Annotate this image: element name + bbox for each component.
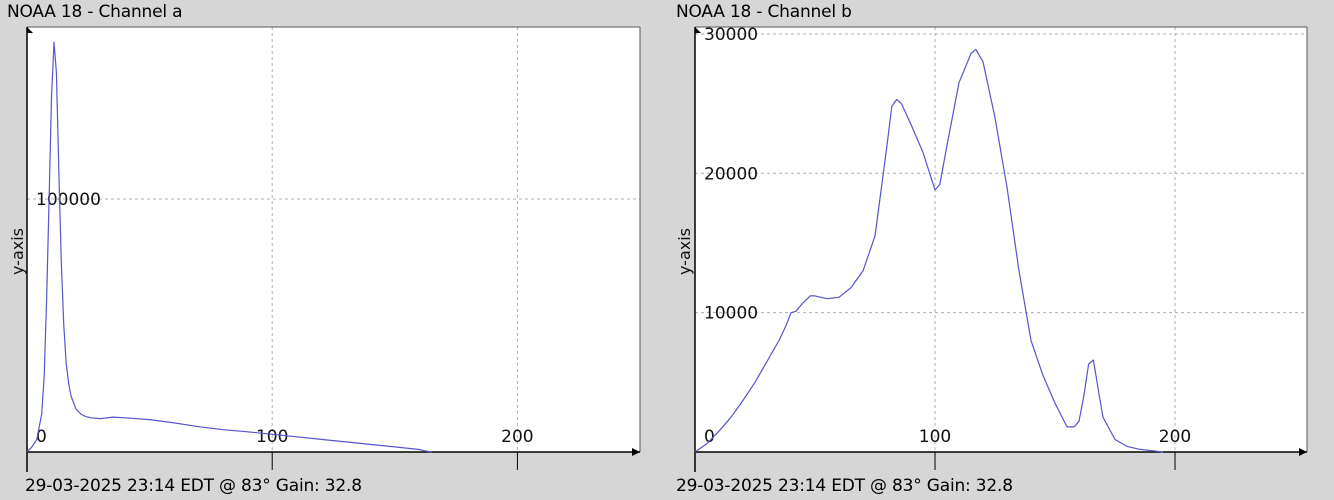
chart-a-x-arrow-icon (632, 448, 640, 456)
chart-b-xtick-label-0: 0 (704, 427, 715, 447)
chart-b-plot-area (695, 27, 1307, 452)
chart-b-series-line-0 (694, 48, 1164, 453)
chart-b-footer: 29-03-2025 23:14 EDT @ 83° Gain: 32.8 (676, 476, 1013, 496)
chart-a-ylabel: y-axis (8, 228, 27, 275)
chart-a-xtick-label-200: 200 (501, 427, 533, 447)
chart-a-y-arrow-icon (27, 27, 33, 33)
chart-b-ytick-label-30000: 30000 (704, 25, 758, 45)
chart-b-y-arrow-icon (695, 27, 701, 33)
chart-a-series-line-0 (26, 41, 432, 453)
chart-b-ylabel: y-axis (675, 228, 694, 275)
chart-b-group: 0 100 200 10000 20000 30000 y-axis (675, 25, 1308, 472)
chart-b-title: NOAA 18 - Channel b (676, 2, 852, 22)
chart-a-ytick-label-100000: 100000 (36, 190, 101, 210)
chart-a-xtick-label-0: 0 (36, 427, 47, 447)
chart-a-xtick-label-100: 100 (256, 427, 288, 447)
chart-a-footer: 29-03-2025 23:14 EDT @ 83° Gain: 32.8 (25, 476, 362, 496)
chart-a-plot-area (27, 27, 640, 452)
chart-b-x-arrow-icon (1299, 448, 1307, 456)
chart-b-xtick-label-200: 200 (1159, 427, 1191, 447)
chart-a-title: NOAA 18 - Channel a (7, 2, 183, 22)
chart-b-xtick-label-100: 100 (919, 427, 951, 447)
chart-a-group: 0 100 200 100000 y-axis (8, 26, 641, 472)
chart-b-ytick-label-10000: 10000 (704, 304, 758, 324)
chart-b-ytick-label-20000: 20000 (704, 164, 758, 184)
